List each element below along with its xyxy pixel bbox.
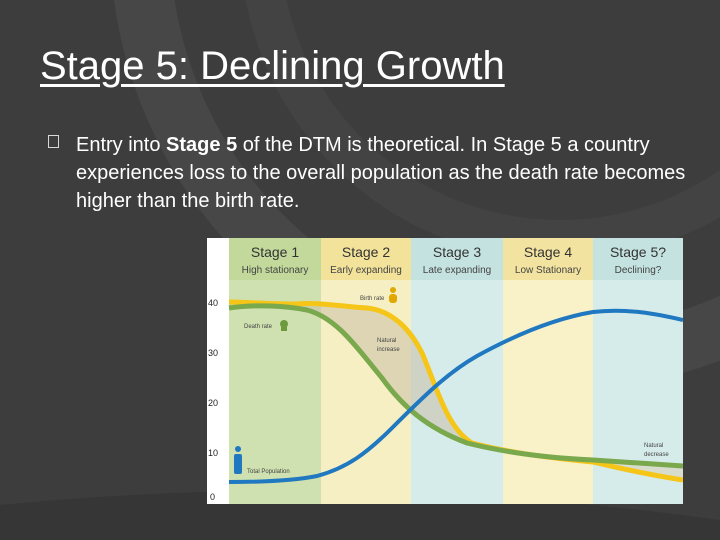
stage-5-subtitle: Declining? <box>615 265 662 276</box>
demographic-transition-diagram: Stage 1 High stationary Stage 2 Early ex… <box>207 238 683 504</box>
natural-decrease-label-2: decrease <box>644 452 669 458</box>
stage-4-title: Stage 4 <box>524 244 572 260</box>
baby-icon <box>389 287 397 303</box>
total-population-label: Total Population <box>247 469 290 475</box>
natural-decrease-label-1: Natural <box>644 443 663 449</box>
bullet-text-post: of the DTM is theoretical. In Stage 5 a … <box>76 134 686 212</box>
y-tick-label: 0 <box>210 492 215 502</box>
y-tick-label: 10 <box>208 448 218 458</box>
stage-2-title: Stage 2 <box>342 244 390 260</box>
y-tick-label: 30 <box>208 348 218 358</box>
natural-increase-area <box>229 302 593 462</box>
skull-icon <box>280 320 288 331</box>
stage-5-title: Stage 5? <box>610 244 666 260</box>
stage-2-header <box>321 238 411 280</box>
stage-1-title: Stage 1 <box>251 244 299 260</box>
person-icon <box>234 446 242 474</box>
death-rate-line <box>228 303 683 469</box>
natural-increase-label-2: increase <box>377 347 400 353</box>
stage-1-subtitle: High stationary <box>242 265 309 276</box>
bullet-text: Entry into Stage 5 of the DTM is theoret… <box>76 131 696 215</box>
stage-3-title: Stage 3 <box>433 244 481 260</box>
stage-3-header <box>411 238 503 280</box>
stage-3-subtitle: Late expanding <box>423 265 491 276</box>
slide-title: Stage 5: Declining Growth <box>40 44 505 88</box>
stage-2-subtitle: Early expanding <box>330 265 402 276</box>
y-tick-label: 20 <box>208 398 218 408</box>
stage-4-subtitle: Low Stationary <box>515 265 581 276</box>
bullet-text-pre: Entry into <box>76 134 167 156</box>
birth-rate-label: Birth rate <box>360 296 385 302</box>
stage-1-header <box>229 238 321 280</box>
stage-5-header <box>593 238 683 280</box>
bullet-icon <box>48 135 59 148</box>
death-rate-label: Death rate <box>244 324 273 330</box>
natural-increase-label-1: Natural <box>377 338 396 344</box>
total-population-line <box>228 308 683 484</box>
bullet-text-bold: Stage 5 <box>166 134 238 156</box>
y-tick-label: 40 <box>208 298 218 308</box>
stage-1-band <box>229 238 321 504</box>
stage-4-header <box>503 238 593 280</box>
